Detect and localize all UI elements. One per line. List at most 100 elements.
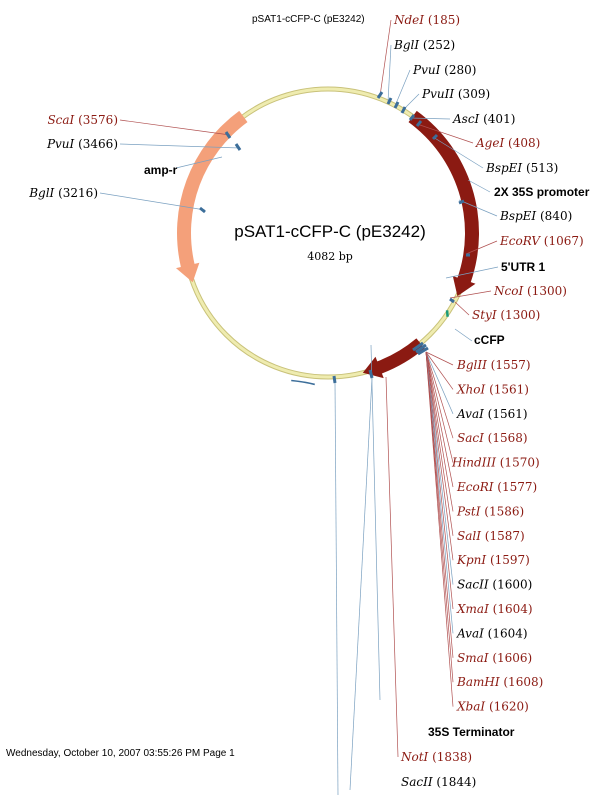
leader-line (425, 351, 454, 585)
site-position: (1606) (489, 651, 533, 665)
site-name: BglI (28, 186, 54, 200)
leader-line (349, 377, 373, 791)
leader-line (416, 123, 474, 144)
site-name: XbaI (456, 700, 485, 714)
site-position: (1557) (487, 358, 531, 372)
leader-line (425, 351, 454, 414)
site-tick (224, 131, 232, 139)
feature-arc-35s-terminator (291, 379, 315, 386)
site-label: AgeI (408) (475, 136, 540, 150)
site-position: (1561) (484, 407, 528, 421)
site-label: PvuII (309) (421, 87, 490, 101)
leader-line (425, 351, 454, 488)
site-tick (199, 206, 206, 214)
site-name: BglI (393, 38, 419, 52)
site-position: (3466) (74, 137, 118, 151)
site-position: (1587) (481, 529, 525, 543)
site-position: (513) (522, 161, 558, 175)
leader-line (99, 192, 206, 211)
site-position: (1570) (496, 456, 540, 470)
site-label: SalI (1587) (457, 529, 525, 543)
site-name: NotI (400, 750, 429, 764)
site-label: SacII (1600) (457, 578, 532, 592)
site-label: AvaI (1604) (456, 626, 528, 640)
site-label: XhoI (1561) (456, 382, 529, 396)
site-tick (368, 369, 374, 379)
site-tick (376, 91, 384, 99)
site-name: KpnI (456, 553, 486, 567)
plasmid-size: 4082 bp (307, 250, 353, 263)
plasmid-name: pSAT1-cCFP-C (pE3242) (234, 222, 425, 241)
site-label: NdeI (185) (393, 13, 460, 27)
leader-line (445, 266, 499, 279)
site-position: (3576) (74, 113, 118, 127)
site-label: StyI (1300) (472, 308, 540, 322)
site-tick (234, 143, 242, 151)
site-position: (1608) (500, 675, 544, 689)
site-label: PstI (1586) (456, 504, 524, 518)
site-label: EcoRI (1577) (456, 480, 537, 494)
page-header-title: pSAT1-cCFP-C (pE3242) (252, 14, 365, 25)
site-name: XhoI (456, 382, 485, 396)
site-position: (1844) (433, 775, 477, 789)
site-tick (415, 343, 427, 354)
site-position: (1620) (485, 700, 529, 714)
site-position: (1604) (489, 602, 533, 616)
site-name: BamHI (456, 675, 500, 689)
site-name: NdeI (393, 13, 424, 27)
site-name: SacI (457, 431, 484, 445)
site-label: AvaI (1561) (456, 407, 528, 421)
site-name: SmaI (457, 651, 489, 665)
site-label: BspEI (513) (485, 161, 558, 175)
site-label: BspEI (840) (499, 209, 572, 223)
site-position: (3216) (54, 186, 98, 200)
site-position: (408) (504, 136, 540, 150)
site-position: (280) (440, 63, 476, 77)
site-name: SacII (401, 775, 433, 789)
leader-line (425, 351, 454, 707)
site-tick (449, 297, 455, 304)
leader-line (425, 351, 454, 439)
site-label: SacII (1844) (401, 775, 476, 789)
site-tick (393, 101, 400, 109)
site-name: SalI (457, 529, 481, 543)
site-position: (401) (479, 112, 515, 126)
leader-line (119, 119, 231, 136)
leader-line (425, 351, 454, 610)
site-position: (1600) (489, 578, 533, 592)
site-label: BglI (252) (393, 38, 455, 52)
footer-timestamp: Wednesday, October 10, 2007 03:55:26 PM … (6, 748, 235, 759)
leader-line (425, 351, 454, 463)
leader-line (449, 290, 492, 299)
leader-line (432, 136, 484, 169)
leader-line (379, 19, 392, 97)
site-position: (1300) (497, 308, 541, 322)
site-name: PstI (456, 504, 481, 518)
leader-line (385, 376, 399, 758)
site-position: (1838) (428, 750, 472, 764)
site-label: NotI (1838) (400, 750, 472, 764)
site-label: HindIII (1570) (451, 456, 540, 470)
site-label: PvuI (280) (412, 63, 476, 77)
leader-line (387, 44, 392, 103)
leader-line (119, 143, 241, 149)
site-name: HindIII (451, 456, 496, 470)
site-name: SacII (457, 578, 489, 592)
site-name: AvaI (456, 626, 484, 640)
site-position: (1604) (484, 626, 528, 640)
site-name: EcoRV (499, 234, 541, 248)
site-name: ScaI (47, 113, 74, 127)
site-position: (1300) (523, 284, 567, 298)
site-label: AscI (401) (452, 112, 515, 126)
site-name: BspEI (485, 161, 522, 175)
leader-line (467, 179, 491, 193)
leader-line (370, 344, 381, 701)
feature-arc-amp-r (175, 110, 248, 283)
site-name: AscI (452, 112, 480, 126)
site-label: ScaI (3576) (47, 113, 118, 127)
site-tick (408, 114, 416, 121)
site-name: BglII (456, 358, 487, 372)
site-tick (332, 375, 337, 384)
leader-line (409, 117, 451, 120)
site-name: PvuI (412, 63, 441, 77)
